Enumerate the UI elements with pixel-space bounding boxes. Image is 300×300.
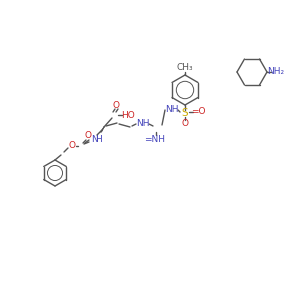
- Text: O: O: [112, 100, 119, 109]
- Text: O: O: [182, 118, 188, 127]
- Text: =NH: =NH: [145, 134, 166, 143]
- Text: =O: =O: [191, 106, 205, 116]
- Text: O: O: [85, 131, 92, 140]
- Text: HO: HO: [121, 110, 135, 119]
- Text: NH₂: NH₂: [267, 68, 285, 76]
- Text: O: O: [68, 142, 76, 151]
- Text: H: H: [96, 134, 102, 143]
- Text: NH: NH: [165, 104, 179, 113]
- Text: S: S: [182, 108, 188, 118]
- Text: CH₃: CH₃: [177, 64, 193, 73]
- Text: N: N: [91, 134, 98, 143]
- Text: NH: NH: [136, 118, 150, 127]
